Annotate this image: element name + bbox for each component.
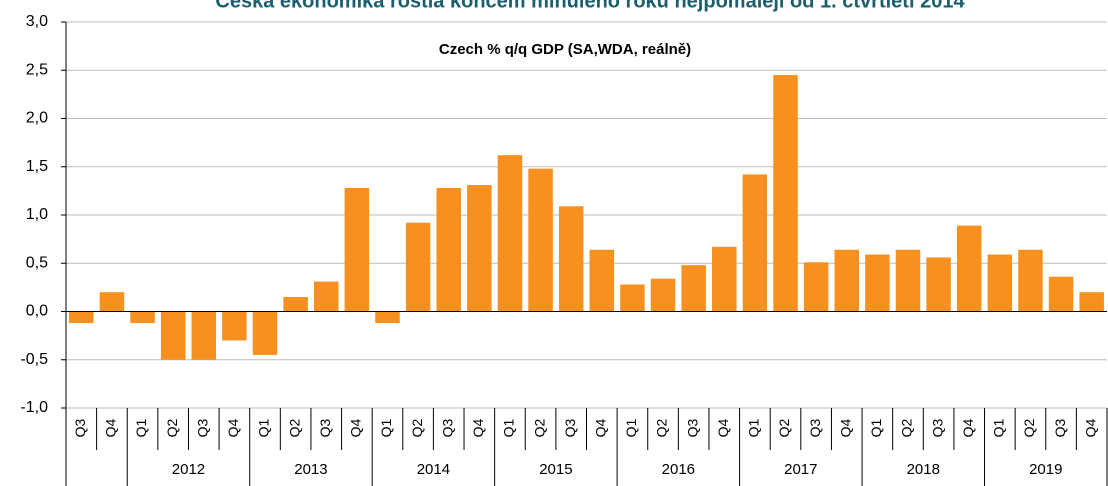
bar bbox=[69, 311, 94, 324]
year-label: 2015 bbox=[539, 461, 572, 478]
bar bbox=[773, 75, 798, 312]
year-label: 2014 bbox=[417, 461, 450, 478]
year-label: 2013 bbox=[294, 461, 327, 478]
bar bbox=[130, 311, 155, 324]
bar bbox=[99, 292, 125, 312]
bar bbox=[1048, 276, 1074, 312]
x-tick-label: Q4 bbox=[715, 418, 731, 437]
x-tick-label: Q3 bbox=[317, 418, 333, 437]
bar bbox=[834, 249, 859, 312]
x-tick-label: Q3 bbox=[72, 418, 88, 437]
x-tick-label: Q4 bbox=[470, 418, 486, 437]
bar bbox=[1018, 249, 1043, 312]
bar bbox=[681, 265, 706, 312]
bar bbox=[650, 278, 676, 312]
x-tick-label: Q3 bbox=[439, 418, 455, 437]
y-tick-label: 0,5 bbox=[26, 254, 48, 271]
year-label: 2019 bbox=[1029, 461, 1062, 478]
x-tick-label: Q3 bbox=[562, 418, 578, 437]
y-tick-label: 1,5 bbox=[26, 158, 48, 175]
x-tick-label: Q1 bbox=[256, 418, 272, 437]
x-tick-label: Q1 bbox=[623, 418, 639, 437]
bar bbox=[803, 262, 829, 312]
x-tick-label: Q2 bbox=[1021, 418, 1037, 437]
x-tick-label: Q1 bbox=[991, 418, 1007, 437]
y-tick-label: 2,5 bbox=[26, 61, 48, 78]
bar bbox=[314, 281, 339, 312]
x-tick-label: Q4 bbox=[1082, 418, 1098, 437]
x-tick-label: Q3 bbox=[807, 418, 823, 437]
x-tick-label: Q4 bbox=[837, 418, 853, 437]
bar bbox=[191, 311, 217, 360]
x-tick-label: Q2 bbox=[286, 418, 302, 437]
chart-title: Česká ekonomika rostla koncem minulého r… bbox=[215, 0, 965, 12]
x-tick-label: Q2 bbox=[164, 418, 180, 437]
y-tick-label: 1,0 bbox=[26, 206, 48, 223]
x-tick-label: Q4 bbox=[103, 418, 119, 437]
x-tick-label: Q2 bbox=[654, 418, 670, 437]
x-tick-label: Q1 bbox=[501, 418, 517, 437]
bar bbox=[405, 222, 431, 312]
year-label: 2012 bbox=[172, 461, 205, 478]
x-tick-label: Q1 bbox=[746, 418, 762, 437]
x-tick-label: Q2 bbox=[776, 418, 792, 437]
x-tick-label: Q2 bbox=[899, 418, 915, 437]
y-tick-label: 0,0 bbox=[26, 303, 48, 320]
bar bbox=[160, 311, 186, 360]
bar bbox=[742, 174, 768, 312]
x-tick-label: Q2 bbox=[531, 418, 547, 437]
x-tick-label: Q3 bbox=[929, 418, 945, 437]
bar bbox=[283, 297, 308, 312]
bar bbox=[222, 311, 247, 341]
x-tick-label: Q3 bbox=[684, 418, 700, 437]
bar bbox=[558, 206, 584, 312]
y-tick-label: -0,5 bbox=[20, 351, 48, 368]
bar bbox=[375, 311, 400, 324]
bar bbox=[436, 187, 461, 312]
x-tick-label: Q4 bbox=[960, 418, 976, 437]
bar bbox=[344, 187, 370, 312]
x-tick-label: Q3 bbox=[194, 418, 210, 437]
x-tick-label: Q1 bbox=[868, 418, 884, 437]
x-tick-label: Q4 bbox=[593, 418, 609, 437]
y-tick-label: -1,0 bbox=[20, 399, 48, 416]
bar bbox=[528, 168, 553, 312]
bar bbox=[865, 254, 890, 312]
chart-subtitle: Czech % q/q GDP (SA,WDA, reálně) bbox=[439, 41, 691, 58]
x-tick-label: Q3 bbox=[1052, 418, 1068, 437]
year-label: 2017 bbox=[784, 461, 817, 478]
bar bbox=[956, 225, 982, 312]
y-tick-label: 3,0 bbox=[26, 13, 48, 30]
bar bbox=[1079, 292, 1104, 312]
bar bbox=[895, 249, 921, 312]
bar bbox=[252, 311, 278, 355]
y-tick-label: 2,0 bbox=[26, 110, 48, 127]
bar bbox=[620, 284, 645, 312]
bar bbox=[589, 249, 615, 312]
year-label: 2016 bbox=[662, 461, 695, 478]
x-tick-label: Q4 bbox=[225, 418, 241, 437]
bar bbox=[712, 246, 737, 312]
bar bbox=[467, 185, 492, 312]
x-tick-label: Q4 bbox=[348, 418, 364, 437]
bar bbox=[497, 155, 523, 312]
bar bbox=[987, 254, 1013, 312]
x-tick-label: Q2 bbox=[409, 418, 425, 437]
year-label: 2018 bbox=[907, 461, 940, 478]
x-tick-label: Q1 bbox=[378, 418, 394, 437]
x-tick-label: Q1 bbox=[133, 418, 149, 437]
bar bbox=[926, 257, 951, 312]
